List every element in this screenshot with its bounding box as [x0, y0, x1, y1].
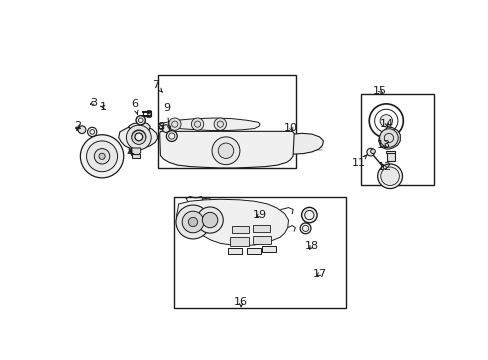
Polygon shape [378, 127, 400, 149]
Text: 6: 6 [130, 99, 138, 114]
Circle shape [78, 126, 86, 134]
Text: 2: 2 [74, 121, 81, 131]
Polygon shape [129, 148, 141, 155]
Polygon shape [252, 225, 269, 232]
Bar [174, 197, 346, 308]
Polygon shape [227, 248, 242, 254]
Circle shape [132, 131, 145, 144]
Polygon shape [119, 126, 158, 154]
Polygon shape [272, 133, 323, 154]
Circle shape [379, 114, 392, 127]
Circle shape [370, 149, 375, 154]
Circle shape [366, 148, 374, 156]
Polygon shape [176, 199, 288, 246]
Circle shape [197, 207, 223, 233]
Text: 4: 4 [127, 148, 134, 158]
Text: 8: 8 [157, 122, 163, 132]
Text: 18: 18 [305, 240, 318, 251]
Circle shape [182, 211, 203, 233]
Circle shape [94, 149, 110, 164]
Text: 12: 12 [377, 162, 391, 172]
Text: 17: 17 [312, 269, 326, 279]
Circle shape [80, 135, 123, 178]
Circle shape [162, 125, 170, 132]
Polygon shape [262, 246, 276, 252]
Circle shape [212, 137, 240, 165]
Circle shape [86, 141, 117, 172]
Polygon shape [159, 118, 260, 131]
Text: 9: 9 [163, 103, 170, 130]
Polygon shape [246, 248, 261, 254]
Bar [132, 154, 140, 158]
Polygon shape [231, 226, 248, 233]
Text: 19: 19 [252, 210, 266, 220]
Bar [360, 94, 433, 185]
Circle shape [176, 205, 210, 239]
Text: 3: 3 [90, 98, 97, 108]
Circle shape [135, 133, 142, 141]
Text: 16: 16 [234, 297, 247, 307]
Text: 15: 15 [372, 86, 386, 96]
Bar [386, 151, 394, 161]
Circle shape [300, 223, 310, 234]
Text: 11: 11 [351, 155, 366, 168]
Text: 7: 7 [152, 80, 162, 92]
Circle shape [202, 212, 217, 228]
Circle shape [214, 118, 226, 130]
Circle shape [218, 143, 233, 158]
Circle shape [166, 131, 177, 141]
Bar [386, 151, 395, 153]
Text: 10: 10 [284, 123, 298, 133]
Text: 1: 1 [100, 102, 107, 112]
Circle shape [136, 116, 145, 125]
Text: 13: 13 [376, 140, 390, 150]
Polygon shape [229, 237, 248, 246]
Polygon shape [252, 236, 271, 244]
Polygon shape [159, 131, 294, 168]
Circle shape [379, 129, 397, 147]
Text: 14: 14 [379, 119, 393, 129]
Circle shape [380, 167, 399, 185]
Circle shape [168, 118, 181, 130]
Bar [158, 75, 296, 168]
Circle shape [87, 127, 97, 136]
Circle shape [99, 153, 105, 159]
Circle shape [126, 125, 151, 150]
Circle shape [191, 118, 203, 130]
Polygon shape [128, 122, 150, 135]
Circle shape [301, 207, 316, 223]
Circle shape [377, 164, 402, 189]
Circle shape [188, 217, 197, 226]
Text: 5: 5 [145, 110, 152, 120]
